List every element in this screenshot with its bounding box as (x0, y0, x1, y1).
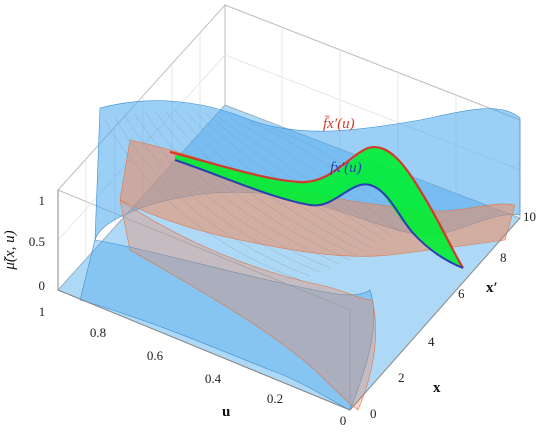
u-axis: 1 0.8 0.6 0.4 0.2 0 u (39, 289, 351, 428)
x-tick-4: 4 (428, 334, 435, 349)
x-axis: 0 2 4 6 8 10 x x′ (349, 209, 536, 421)
u-tick-0: 0 (340, 413, 347, 428)
u-tick-0.6: 0.6 (147, 348, 164, 363)
x-tick-0: 0 (370, 406, 377, 421)
u-tick-0.2: 0.2 (267, 391, 283, 406)
z-tick-1: 1 (39, 193, 46, 208)
u-tick-1: 1 (39, 304, 46, 319)
z-axis: 1 0.5 0 μ̃(x, u) (2, 190, 59, 293)
x-tick-8: 8 (500, 250, 507, 265)
u-tick-0.4: 0.4 (205, 371, 222, 386)
z-tick-0.5: 0.5 (29, 234, 45, 249)
z-tick-0: 0 (39, 278, 46, 293)
z-axis-label: μ̃(x, u) (2, 230, 18, 270)
front-upper-sheet (79, 239, 375, 411)
xprime-axis-label: x′ (486, 280, 498, 296)
u-axis-label: u (222, 404, 230, 420)
upper-curve (169, 145, 464, 269)
lower-curve-label: fx′(u) (330, 160, 362, 176)
front-lower-sheet (119, 199, 376, 411)
fou-slice (175, 147, 462, 268)
upper-curve-label: f̄x′(u) (323, 116, 355, 132)
lower-curve (174, 159, 464, 269)
x-axis-label: x (433, 380, 441, 396)
x-tick-6: 6 (458, 286, 465, 301)
u-tick-0.8: 0.8 (90, 325, 106, 340)
x-tick-2: 2 (398, 370, 405, 385)
x-tick-10: 10 (523, 209, 536, 224)
